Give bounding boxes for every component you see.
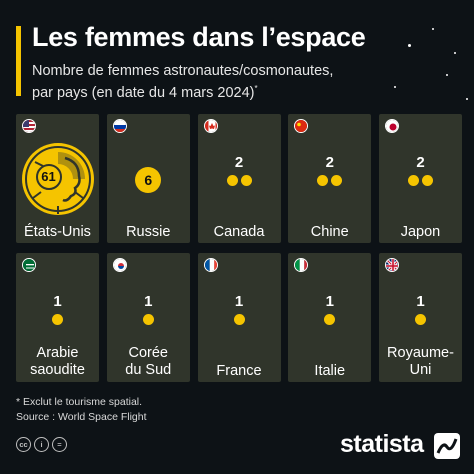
- country-card: 6 Russie: [106, 114, 190, 243]
- statista-logo-icon[interactable]: [434, 433, 460, 459]
- person-dot: [240, 175, 252, 186]
- country-name-line: Italie: [314, 363, 346, 379]
- country-name-line: France: [216, 363, 262, 379]
- statista-wordmark[interactable]: statista: [340, 430, 424, 458]
- country-value: 1: [325, 293, 334, 310]
- country-value: 2: [325, 154, 334, 171]
- country-name-line: États-Unis: [24, 224, 91, 240]
- astronaut-helmet-icon: [21, 143, 94, 215]
- person-dot: [226, 175, 238, 186]
- country-value: 1: [144, 293, 153, 310]
- country-name-line: Chine: [310, 224, 349, 240]
- person-dot: [52, 314, 63, 325]
- source-note: Source : World Space Flight: [16, 411, 147, 423]
- country-value: 1: [416, 293, 425, 310]
- star-decoration: [408, 44, 411, 47]
- chart-subtitle: Nombre de femmes astronautes/cosmonautes…: [32, 62, 432, 102]
- country-grid: 61 États-Unis 6 Russie 2 Canada 2 Chine 2 Japon 1 A…: [16, 114, 462, 382]
- country-name: Chine: [288, 224, 371, 241]
- footnote: * Exclut le tourisme spatial. Source : W…: [16, 395, 147, 425]
- country-name: États-Unis: [16, 224, 99, 241]
- country-name-line: Canada: [213, 224, 265, 240]
- country-card: 2 Canada: [197, 114, 281, 243]
- person-dot: [142, 314, 154, 325]
- person-dot: [408, 175, 419, 186]
- country-name-line: saoudite: [30, 362, 85, 378]
- country-value: 1: [234, 293, 244, 310]
- country-value: 1: [53, 293, 62, 310]
- canada-flag-icon: [203, 119, 218, 133]
- country-name-line: Japon: [400, 224, 441, 240]
- us-flag-icon: [22, 119, 36, 133]
- country-value: 61: [41, 169, 56, 184]
- country-name: France: [198, 363, 281, 380]
- by-icon[interactable]: i: [34, 437, 49, 452]
- subtitle-line-1: Nombre de femmes astronautes/cosmonautes…: [32, 63, 334, 79]
- country-card: 1 Royaume- Uni: [379, 253, 462, 382]
- star-decoration: [446, 74, 448, 76]
- japan-flag-icon: [385, 119, 399, 133]
- person-dot: [233, 314, 245, 325]
- star-decoration: [466, 98, 468, 100]
- country-value: 2: [416, 154, 425, 171]
- title-accent-bar: [16, 26, 21, 96]
- person-dot: [422, 175, 433, 186]
- country-value: 6: [135, 167, 162, 193]
- country-card: 1 France: [197, 253, 281, 382]
- country-name: Italie: [288, 363, 371, 380]
- country-name: Arabie saoudite: [16, 345, 99, 379]
- country-name-line: Corée: [128, 345, 169, 361]
- country-name-line: Arabie: [36, 345, 79, 361]
- subtitle-line-2: par pays (en date du 4 mars 2024): [32, 84, 255, 101]
- country-name-line: du Sud: [125, 362, 172, 378]
- russia-flag-icon: [112, 119, 127, 133]
- country-card: 2 Japon: [379, 114, 462, 243]
- country-card: 1 Corée du Sud: [106, 253, 190, 382]
- south-korea-flag-icon: [112, 258, 127, 272]
- star-decoration: [394, 86, 396, 88]
- italy-flag-icon: [294, 258, 309, 272]
- license-icons: cc i =: [16, 437, 67, 452]
- exclusion-note: * Exclut le tourisme spatial.: [16, 396, 143, 408]
- star-decoration: [454, 52, 456, 54]
- chart-title: Les femmes dans l’espace: [32, 22, 366, 52]
- country-name: Canada: [198, 224, 281, 241]
- country-name-line: Royaume-: [387, 345, 454, 361]
- china-flag-icon: [294, 119, 309, 133]
- country-name: Royaume- Uni: [379, 345, 462, 379]
- country-name: Russie: [107, 224, 190, 241]
- equals-icon[interactable]: =: [52, 437, 67, 452]
- person-dot: [415, 314, 426, 325]
- country-card: 2 Chine: [288, 114, 372, 243]
- country-name: Japon: [379, 224, 462, 241]
- person-dot: [324, 314, 336, 325]
- country-card: 1 Italie: [288, 253, 372, 382]
- cc-icon[interactable]: cc: [16, 437, 31, 452]
- person-dot: [331, 175, 343, 186]
- star-decoration: [432, 28, 434, 30]
- country-card: 1 Arabie saoudite: [16, 253, 99, 382]
- saudi-flag-icon: [22, 258, 36, 272]
- country-name-line: Russie: [126, 224, 171, 240]
- country-card: 61 États-Unis: [16, 114, 99, 243]
- country-name: Corée du Sud: [107, 345, 190, 379]
- country-name-line: Uni: [409, 362, 432, 378]
- france-flag-icon: [203, 258, 218, 272]
- person-dot: [317, 175, 329, 186]
- subtitle-marker: *: [254, 84, 258, 93]
- uk-flag-icon: [385, 258, 399, 272]
- country-value: 2: [234, 154, 244, 171]
